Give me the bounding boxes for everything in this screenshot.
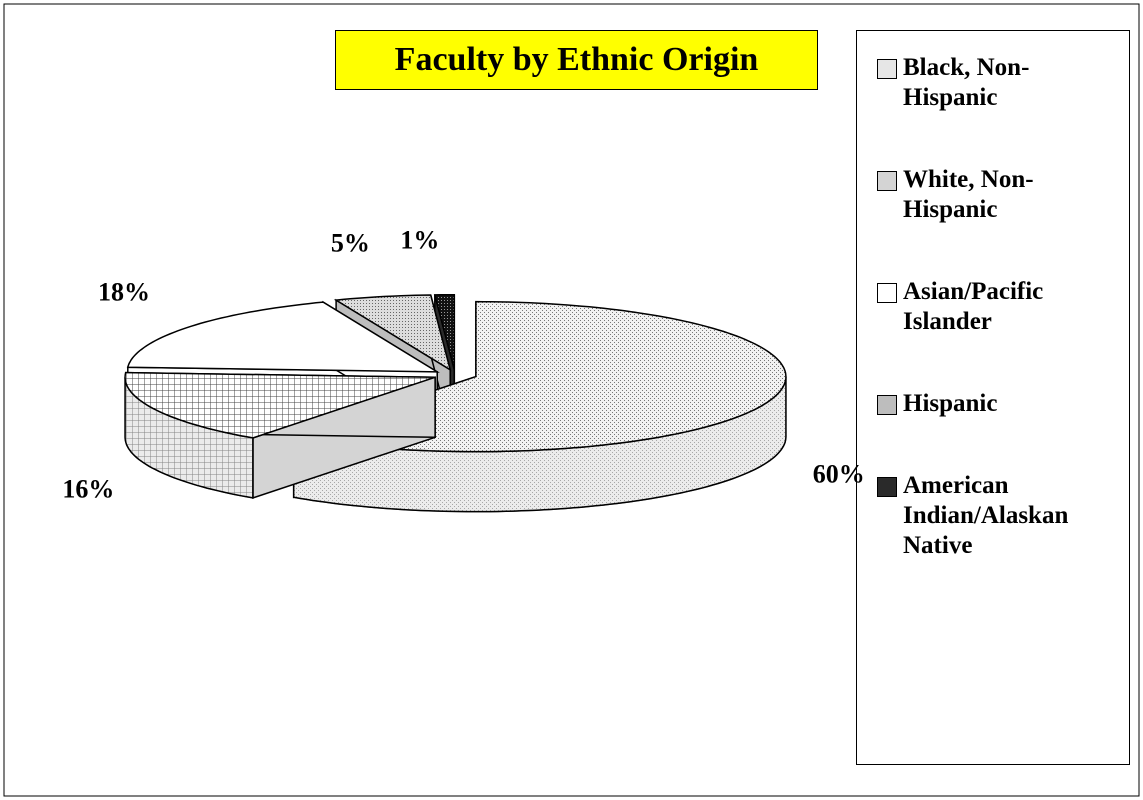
chart-title: Faculty by Ethnic Origin — [335, 30, 818, 90]
legend-item: American Indian/Alaskan Native — [877, 471, 1119, 561]
legend: Black, Non-Hispanic White, Non-Hispanic As… — [856, 30, 1130, 765]
slice-top — [124, 371, 436, 439]
legend-swatch — [877, 171, 897, 191]
slice-top — [126, 301, 440, 373]
pie-slice — [124, 371, 436, 499]
slice-top — [333, 294, 452, 372]
legend-label: Black, Non-Hispanic — [903, 54, 1030, 111]
legend-swatch — [877, 477, 897, 497]
legend-label: Hispanic — [903, 390, 998, 417]
legend-label: Asian/Pacific Islander — [903, 278, 1044, 335]
data-label: 18% — [98, 277, 150, 306]
chart-border — [3, 3, 1140, 797]
data-label: 5% — [331, 229, 370, 258]
data-label: 1% — [400, 226, 439, 255]
legend-item: Black, Non-Hispanic — [877, 53, 1119, 113]
legend-swatch — [877, 395, 897, 415]
legend-label: American Indian/Alaskan Native — [903, 472, 1069, 559]
legend-swatch — [877, 59, 897, 79]
legend-label: White, Non-Hispanic — [903, 166, 1034, 223]
data-label: 16% — [62, 474, 114, 503]
legend-item: Hispanic — [877, 389, 1119, 419]
slice-top — [433, 293, 456, 370]
legend-swatch — [877, 283, 897, 303]
legend-item: Asian/Pacific Islander — [877, 277, 1119, 337]
legend-item: White, Non-Hispanic — [877, 165, 1119, 225]
